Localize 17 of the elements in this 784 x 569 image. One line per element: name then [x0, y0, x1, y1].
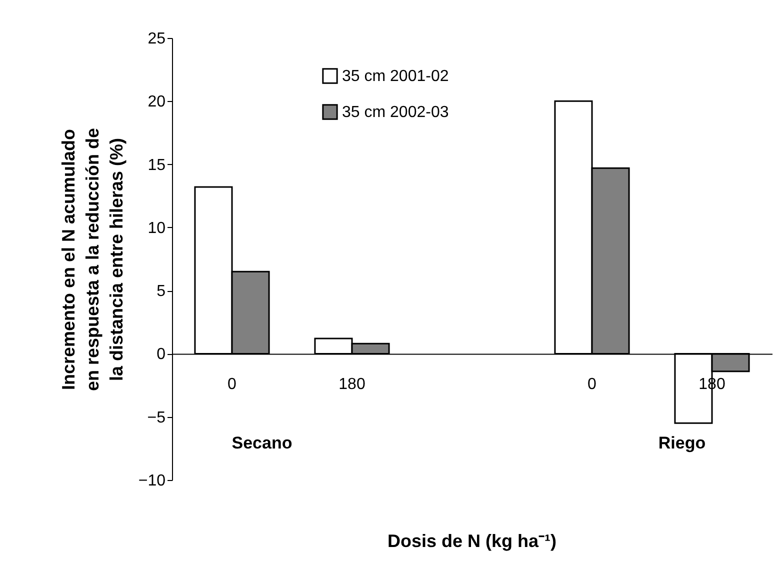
legend-label: 35 cm 2002-03 — [342, 104, 449, 121]
x-tick-label: 180 — [338, 376, 366, 394]
y-axis-title: Incremento en el N acumulado en respuesta a la reducción de la distancia entre hileras (%) — [58, 128, 126, 392]
x-tick-label: 0 — [588, 376, 597, 394]
y-tick-label: 0 — [156, 346, 166, 364]
y-tick-label: 15 — [148, 156, 166, 174]
y-tick-label: 20 — [148, 94, 166, 111]
y-tick-label: −10 — [138, 472, 166, 490]
y-tick-label: 25 — [148, 30, 166, 48]
y-tick-label: −5 — [147, 409, 166, 426]
x-tick-label: 0 — [228, 376, 237, 394]
legend-label: 35 cm 2001-02 — [342, 68, 449, 85]
annotation: Riego — [658, 434, 706, 453]
y-tick-label: 10 — [148, 220, 166, 237]
annotation: Secano — [232, 434, 292, 453]
y-tick-label: 5 — [156, 283, 166, 300]
x-axis-title: Dosis de N (kg ha⁻¹) — [387, 531, 557, 551]
